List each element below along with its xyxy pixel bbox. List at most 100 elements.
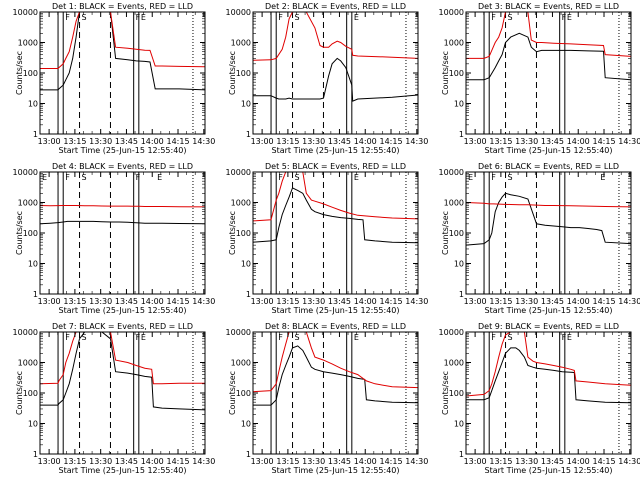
reference-lines: [483, 172, 620, 294]
x-tick-label: 13:00: [464, 457, 487, 466]
segment-marker-label: S: [295, 333, 300, 342]
y-axis-label: Counts/sec: [228, 211, 237, 255]
chart-title: Det 5: BLACK = Events, RED = LLD: [265, 162, 406, 171]
y-axis-label: Counts/sec: [441, 371, 450, 415]
series-line-events: [253, 57, 418, 102]
series-line-events: [466, 347, 631, 404]
x-tick-label: 14:15: [592, 297, 615, 306]
x-tick-label: 13:30: [302, 137, 325, 146]
y-axis-label: Counts/sec: [228, 371, 237, 415]
y-tick-label: 10: [454, 420, 464, 429]
y-tick-label: 1000: [18, 39, 38, 48]
reference-lines: [57, 12, 194, 134]
segment-marker-label: E: [567, 13, 572, 22]
reference-lines: [483, 332, 620, 454]
x-tick-label: 14:30: [192, 137, 215, 146]
segment-marker-label: S: [508, 333, 513, 342]
x-tick-label: 13:30: [515, 297, 538, 306]
x-tick-label: 14:00: [141, 457, 164, 466]
chart-svg: Det 5: BLACK = Events, RED = LLD F S E 1 10 10…: [226, 162, 429, 315]
plot-frame: [465, 171, 632, 295]
y-tick-label: 1000: [444, 39, 464, 48]
segment-marker-label: S: [295, 173, 300, 182]
x-tick-label: 13:45: [541, 297, 564, 306]
x-tick-label: 13:00: [251, 297, 274, 306]
x-tick-label: 13:15: [489, 297, 512, 306]
series-group: [40, 12, 205, 91]
x-tick-label: 13:45: [115, 137, 138, 146]
plot-frame: [39, 11, 206, 135]
y-axis-label: Counts/sec: [441, 211, 450, 255]
y-tick-label: 100: [236, 389, 251, 398]
x-tick-label: 14:30: [192, 457, 215, 466]
x-tick-label: 13:30: [89, 457, 112, 466]
x-axis-label: Start Time (25-Jun-15 12:55:40): [272, 466, 400, 475]
x-axis-label: Start Time (25-Jun-15 12:55:40): [59, 306, 187, 315]
y-tick-label: 100: [236, 229, 251, 238]
chart-title: Det 1: BLACK = Events, RED = LLD: [52, 2, 193, 11]
y-tick-label: 1: [33, 450, 38, 459]
x-axis-label: Start Time (25-Jun-15 12:55:40): [485, 146, 613, 155]
y-tick-label: 10: [241, 100, 251, 109]
y-tick-label: 100: [23, 229, 38, 238]
x-tick-label: 13:45: [328, 297, 351, 306]
x-tick-label: 13:15: [63, 457, 86, 466]
y-tick-label: 10: [454, 100, 464, 109]
segment-marker-label: S: [508, 13, 513, 22]
y-tick-label: 1: [246, 450, 251, 459]
y-tick-label: 10000: [439, 168, 464, 177]
y-tick-label: 1000: [18, 199, 38, 208]
x-tick-label: 14:15: [166, 137, 189, 146]
x-tick-label: 14:30: [618, 297, 640, 306]
y-tick-label: 1000: [444, 359, 464, 368]
x-tick-label: 13:00: [38, 137, 61, 146]
y-tick-label: 10000: [226, 8, 251, 17]
series-line-events: [253, 187, 418, 244]
segment-marker-label: F: [65, 333, 70, 342]
detector-panel-5: Det 5: BLACK = Events, RED = LLD F S E 1 10 10…: [213, 160, 429, 320]
series-group: [466, 192, 631, 246]
plot-frame: [39, 331, 206, 455]
reference-lines: [270, 12, 407, 134]
y-tick-label: 1: [246, 130, 251, 139]
segment-marker-label: F: [562, 13, 567, 22]
chart-title: Det 3: BLACK = Events, RED = LLD: [478, 2, 619, 11]
segment-marker-label: S: [82, 13, 87, 22]
x-axis-label: Start Time (25-Jun-15 12:55:40): [272, 146, 400, 155]
series-line-events: [40, 12, 205, 91]
x-tick-label: 14:15: [379, 297, 402, 306]
x-tick-label: 14:30: [192, 297, 215, 306]
x-tick-label: 14:30: [405, 457, 428, 466]
segment-marker-label: F: [136, 173, 141, 182]
y-tick-label: 10: [28, 100, 38, 109]
x-tick-label: 14:30: [618, 457, 640, 466]
x-tick-label: 13:15: [276, 457, 299, 466]
x-tick-label: 13:30: [515, 457, 538, 466]
x-tick-label: 14:15: [379, 457, 402, 466]
segment-marker-label: E: [141, 333, 146, 342]
series-line-lld: [253, 332, 418, 393]
detector-panel-8: Det 8: BLACK = Events, RED = LLD F S E 1 10 10…: [213, 320, 429, 480]
segment-marker-label: E: [141, 13, 146, 22]
y-tick-label: 10000: [439, 8, 464, 17]
x-tick-label: 13:30: [515, 137, 538, 146]
series-line-events: [466, 32, 631, 81]
x-tick-label: 13:00: [251, 137, 274, 146]
segment-marker-label: F: [562, 333, 567, 342]
y-tick-label: 10: [454, 260, 464, 269]
x-tick-label: 13:45: [541, 457, 564, 466]
series-group: [466, 12, 631, 81]
detector-panel-1: Det 1: BLACK = Events, RED = LLD F S F E 1 10 1…: [0, 0, 216, 160]
y-tick-label: 1000: [231, 359, 251, 368]
y-tick-label: 1: [459, 290, 464, 299]
x-tick-label: 13:30: [89, 297, 112, 306]
x-axis-label: Start Time (25-Jun-15 12:55:40): [59, 146, 187, 155]
segment-marker-label: S: [82, 333, 87, 342]
x-tick-label: 14:00: [354, 137, 377, 146]
x-tick-label: 13:15: [276, 137, 299, 146]
y-tick-label: 10000: [226, 328, 251, 337]
